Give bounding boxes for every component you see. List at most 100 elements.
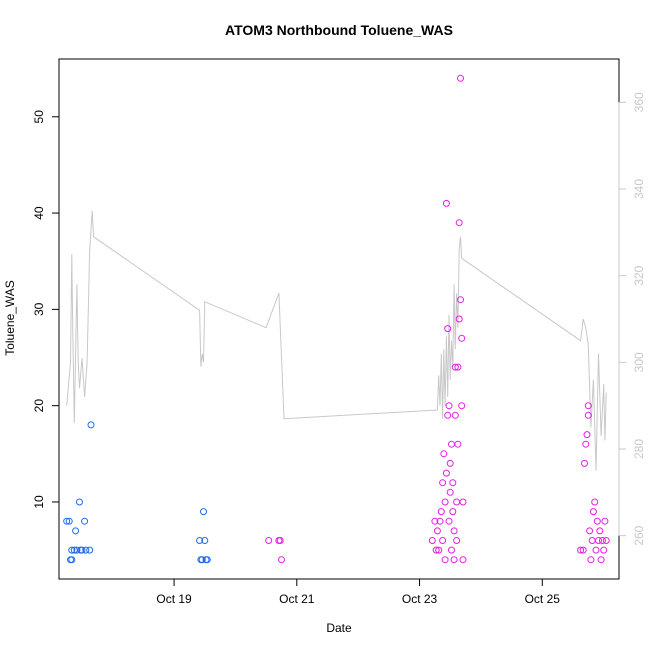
data-point-2-9 (436, 517, 444, 525)
data-point-1-6 (72, 527, 80, 535)
data-point-2-56 (592, 546, 600, 554)
data-point-2-57 (593, 517, 601, 525)
data-point-2-11 (439, 537, 447, 544)
data-point-2-26 (449, 508, 457, 516)
chart-title: ATOM3 Northbound Toluene_WAS (225, 22, 453, 38)
y2-tick-label: 260 (632, 525, 646, 545)
data-point-2-0 (265, 537, 273, 544)
data-point-1-11 (81, 517, 89, 525)
data-point-1-15 (196, 537, 204, 544)
y-axis-label: Toluene_WAS (3, 280, 17, 356)
data-point-2-40 (458, 334, 466, 342)
data-point-1-10 (78, 546, 86, 554)
data-point-1-14 (87, 421, 95, 429)
series-line-0 (66, 210, 607, 471)
plot-frame (58, 58, 620, 580)
data-point-2-44 (577, 546, 585, 554)
data-point-2-24 (448, 440, 455, 448)
data-point-2-5 (431, 517, 439, 525)
data-point-2-29 (450, 527, 458, 535)
data-point-2-20 (445, 402, 453, 410)
data-point-2-19 (444, 325, 452, 333)
x-tick-label: Oct 23 (402, 592, 438, 606)
y-tick-label: 40 (32, 206, 46, 220)
x-tick-label: Oct 25 (525, 592, 561, 606)
data-point-2-62 (600, 546, 608, 554)
y2-tick-label: 340 (632, 179, 646, 199)
data-point-1-8 (76, 498, 83, 506)
data-point-2-64 (602, 537, 610, 544)
data-point-2-23 (446, 459, 454, 467)
data-point-1-4 (68, 546, 76, 554)
data-point-2-49 (584, 411, 592, 419)
data-point-2-25 (448, 546, 455, 554)
data-point-2-31 (451, 411, 459, 419)
data-point-2-4 (428, 537, 436, 544)
data-point-2-2 (276, 537, 284, 544)
data-point-2-22 (446, 488, 454, 496)
y2-tick-label: 360 (632, 92, 646, 112)
data-point-2-42 (459, 498, 467, 506)
point-series-layer (63, 74, 610, 564)
x-tick-label: Oct 19 (156, 592, 192, 606)
data-point-2-39 (457, 296, 464, 304)
data-point-2-50 (584, 402, 592, 410)
data-point-2-60 (597, 556, 605, 564)
data-point-2-45 (579, 546, 587, 554)
data-point-1-0 (63, 517, 71, 525)
data-point-1-17 (198, 556, 206, 564)
data-point-2-38 (457, 74, 464, 82)
data-point-2-8 (435, 546, 443, 554)
data-point-2-14 (441, 556, 449, 564)
data-point-2-18 (444, 411, 452, 419)
y-axis-left: 10 20 30 40 50 (32, 110, 60, 509)
data-point-2-21 (445, 517, 453, 525)
data-point-2-30 (451, 363, 459, 371)
data-point-2-13 (440, 450, 448, 458)
y-tick-label: 20 (32, 399, 46, 413)
data-point-2-34 (454, 440, 462, 448)
x-tick-label: Oct 21 (279, 592, 315, 606)
data-point-2-54 (589, 508, 597, 516)
data-point-2-27 (449, 479, 457, 487)
line-series-layer (66, 210, 607, 471)
data-point-1-21 (203, 556, 211, 564)
data-point-2-3 (278, 556, 285, 564)
data-point-2-55 (591, 498, 599, 506)
data-point-2-12 (439, 479, 447, 487)
data-point-2-35 (454, 363, 462, 371)
data-point-2-10 (437, 508, 445, 516)
data-point-1-12 (82, 546, 90, 554)
y-tick-label: 50 (32, 110, 46, 124)
y2-tick-label: 280 (632, 439, 646, 459)
data-point-2-46 (581, 459, 588, 467)
data-point-2-51 (586, 527, 594, 535)
data-point-1-19 (201, 537, 209, 544)
data-point-2-63 (601, 517, 609, 525)
y2-tick-label: 300 (632, 352, 646, 372)
data-point-2-16 (442, 469, 450, 477)
data-point-1-3 (68, 556, 76, 564)
data-point-2-7 (433, 527, 441, 535)
x-axis-label: Date (326, 621, 352, 635)
data-point-1-18 (200, 508, 207, 516)
data-point-2-61 (598, 537, 606, 544)
data-point-2-36 (455, 315, 463, 323)
data-point-2-28 (450, 556, 458, 564)
data-point-2-58 (595, 537, 602, 544)
y-tick-label: 10 (32, 495, 46, 509)
data-point-2-52 (587, 556, 595, 564)
data-point-2-6 (432, 546, 440, 554)
data-point-2-15 (441, 498, 449, 506)
data-point-2-37 (455, 219, 463, 227)
data-point-1-7 (73, 546, 81, 554)
y-axis-right: 260 280 300 320 340 360 (618, 92, 646, 546)
data-point-2-17 (442, 199, 450, 207)
data-point-2-48 (583, 431, 591, 439)
data-point-1-13 (86, 546, 94, 554)
data-point-2-32 (453, 498, 461, 506)
y2-tick-label: 320 (632, 265, 646, 285)
x-axis: Oct 19 Oct 21 Oct 23 Oct 25 (156, 578, 561, 606)
y-tick-label: 30 (32, 302, 46, 316)
